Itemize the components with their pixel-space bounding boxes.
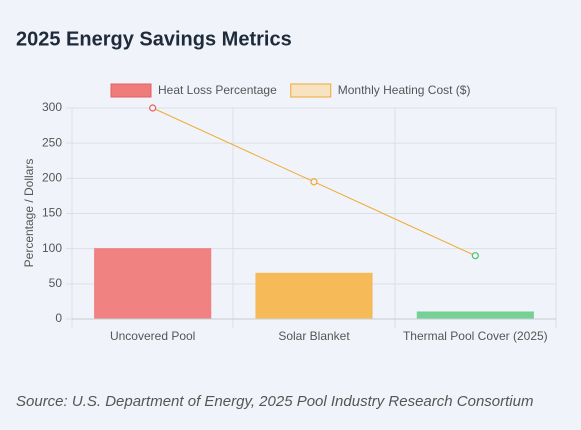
bar (416, 311, 534, 320)
y-tick-label: 250 (42, 135, 62, 149)
y-tick-label: 150 (42, 206, 62, 220)
legend-label: Monthly Heating Cost ($) (338, 83, 471, 97)
legend-swatch (110, 83, 152, 98)
bar (94, 248, 212, 320)
y-tick-label: 0 (55, 311, 62, 325)
line-point (149, 104, 157, 112)
x-tick-label: Uncovered Pool (110, 329, 195, 343)
legend-label: Heat Loss Percentage (158, 83, 277, 97)
source: Source: U.S. Department of Energy, 2025 … (16, 393, 533, 410)
y-tick-label: 200 (42, 171, 62, 185)
x-tick-label: Thermal Pool Cover (2025) (403, 329, 548, 343)
y-axis-label: Percentage / Dollars (22, 159, 36, 268)
chart-title: 2025 Energy Savings Metrics (16, 28, 292, 50)
y-tick-label: 100 (42, 241, 62, 255)
y-tick-label: 300 (42, 100, 62, 114)
x-tick-label: Solar Blanket (278, 329, 350, 343)
bar (255, 272, 373, 320)
y-tick-label: 50 (49, 276, 63, 290)
line-point (310, 178, 318, 186)
line-point (471, 252, 479, 260)
legend-swatch (290, 83, 332, 98)
